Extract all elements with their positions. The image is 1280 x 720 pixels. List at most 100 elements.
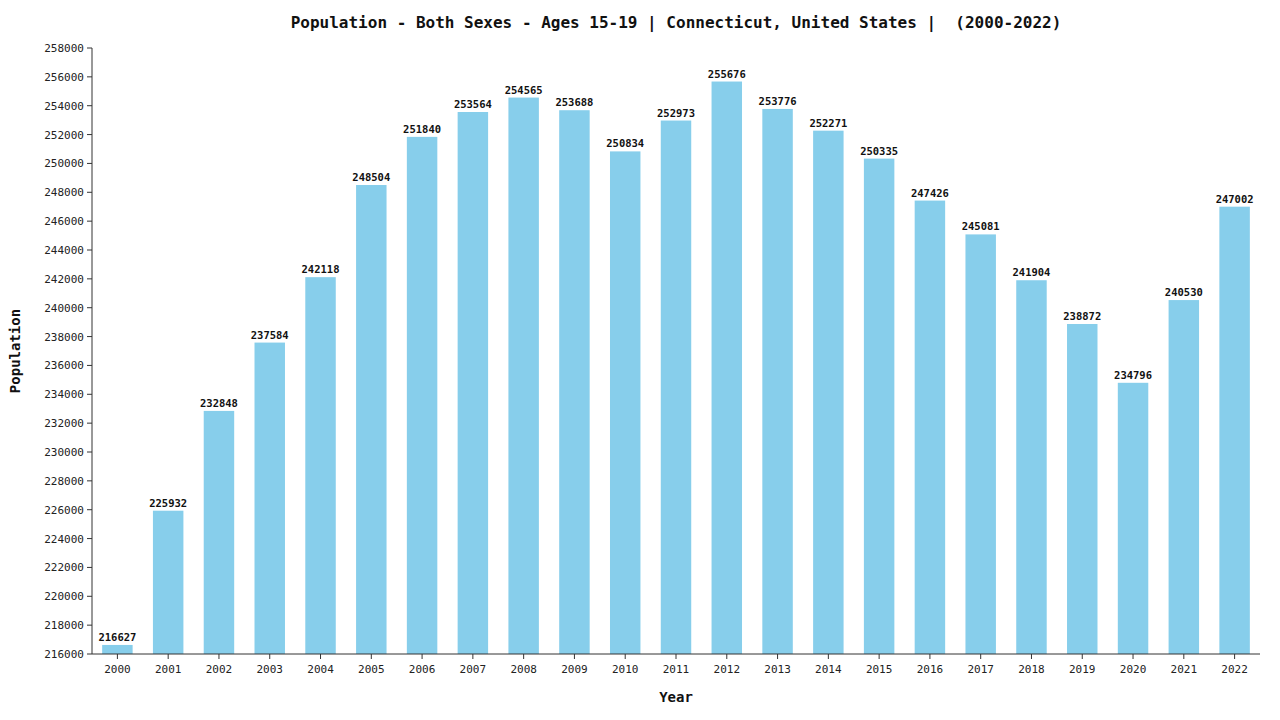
y-tick-label: 238000 — [44, 331, 84, 344]
x-tick — [828, 654, 829, 659]
y-tick — [87, 307, 92, 308]
y-tick — [87, 480, 92, 481]
x-tick-label: 2002 — [206, 663, 233, 676]
y-tick-label: 240000 — [44, 302, 84, 315]
y-tick-label: 222000 — [44, 561, 84, 574]
x-tick — [320, 654, 321, 659]
data-label: 254565 — [505, 84, 543, 96]
x-tick — [574, 654, 575, 659]
bar — [153, 511, 183, 654]
x-tick — [676, 654, 677, 659]
x-axis-label: Year — [659, 689, 693, 705]
y-tick-label: 258000 — [44, 42, 84, 55]
title: Population - Both Sexes - Ages 15-19 | C… — [291, 13, 1062, 33]
y-tick — [87, 394, 92, 395]
bar — [204, 411, 234, 654]
data-label: 247426 — [911, 187, 949, 199]
x-tick-label: 2016 — [917, 663, 944, 676]
x-tick-label: 2014 — [815, 663, 842, 676]
x-tick-label: 2012 — [714, 663, 741, 676]
data-label: 245081 — [962, 220, 1000, 232]
bar — [915, 201, 945, 654]
x-tick-label: 2020 — [1120, 663, 1147, 676]
data-label: 250834 — [606, 137, 644, 149]
y-tick-label: 230000 — [44, 446, 84, 459]
data-label: 255676 — [708, 68, 746, 80]
y-tick-label: 220000 — [44, 590, 84, 603]
x-tick-label: 2006 — [409, 663, 436, 676]
x-tick — [218, 654, 219, 659]
x-tick-label: 2003 — [256, 663, 283, 676]
data-label: 234796 — [1114, 369, 1152, 381]
x-tick-label: 2018 — [1018, 663, 1045, 676]
y-axis-line — [92, 48, 93, 654]
y-tick-label: 218000 — [44, 619, 84, 632]
y-tick — [87, 336, 92, 337]
bar — [407, 137, 437, 654]
x-tick-label: 2010 — [612, 663, 639, 676]
y-tick-label: 246000 — [44, 215, 84, 228]
x-tick-label: 2001 — [155, 663, 182, 676]
x-tick — [1234, 654, 1235, 659]
data-label: 253776 — [759, 95, 797, 107]
bar — [813, 131, 843, 654]
y-tick-label: 226000 — [44, 504, 84, 517]
y-tick-label: 250000 — [44, 157, 84, 170]
bar — [661, 121, 691, 654]
x-tick — [879, 654, 880, 659]
y-tick — [87, 625, 92, 626]
x-tick — [1133, 654, 1134, 659]
data-label: 240530 — [1165, 286, 1203, 298]
bar — [508, 98, 538, 654]
x-tick-label: 2019 — [1069, 663, 1096, 676]
x-tick-label: 2009 — [561, 663, 588, 676]
y-tick — [87, 278, 92, 279]
x-tick-label: 2011 — [663, 663, 690, 676]
data-label: 241904 — [1013, 266, 1051, 278]
x-tick — [269, 654, 270, 659]
bar — [356, 185, 386, 654]
y-tick-label: 232000 — [44, 417, 84, 430]
x-tick — [371, 654, 372, 659]
x-tick-label: 2017 — [967, 663, 994, 676]
bar — [458, 112, 488, 654]
chart: 2160002180002200002220002240002260002280… — [0, 0, 1280, 720]
data-label: 242118 — [302, 263, 340, 275]
x-tick — [1082, 654, 1083, 659]
bars — [102, 82, 1250, 654]
x-tick — [117, 654, 118, 659]
data-label: 253688 — [555, 96, 593, 108]
data-label: 251840 — [403, 123, 441, 135]
bar — [762, 109, 792, 654]
y-tick — [87, 221, 92, 222]
data-label: 252973 — [657, 107, 695, 119]
y-tick-label: 244000 — [44, 244, 84, 257]
x-tick-label: 2004 — [307, 663, 334, 676]
y-tick-label: 254000 — [44, 100, 84, 113]
x-tick — [1183, 654, 1184, 659]
bar — [864, 159, 894, 654]
bar — [1219, 207, 1249, 654]
data-label: 253564 — [454, 98, 492, 110]
x-tick — [625, 654, 626, 659]
y-tick-label: 236000 — [44, 359, 84, 372]
x-tick-label: 2013 — [764, 663, 791, 676]
x-tick-label: 2008 — [510, 663, 537, 676]
bar — [559, 110, 589, 654]
data-label: 216627 — [98, 631, 136, 643]
y-tick-label: 248000 — [44, 186, 84, 199]
y-tick — [87, 509, 92, 510]
y-tick — [87, 76, 92, 77]
y-tick — [87, 365, 92, 366]
y-tick — [87, 538, 92, 539]
x-tick — [472, 654, 473, 659]
bar — [610, 151, 640, 654]
bar — [712, 82, 742, 654]
y-tick — [87, 452, 92, 453]
y-tick-label: 228000 — [44, 475, 84, 488]
y-tick — [87, 105, 92, 106]
x-tick-label: 2022 — [1221, 663, 1248, 676]
x-tick — [726, 654, 727, 659]
bar — [1169, 300, 1199, 654]
y-tick-label: 256000 — [44, 71, 84, 84]
